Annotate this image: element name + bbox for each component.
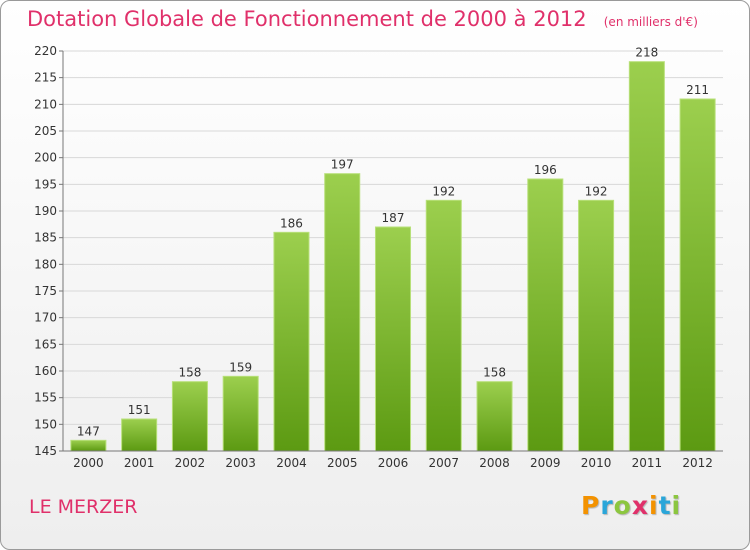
data-label-2007: 192 [432,184,455,198]
bar-2012 [679,98,716,452]
bar-2009 [527,178,564,452]
data-label-2006: 187 [382,211,405,225]
y-tick-label: 195 [34,177,57,191]
x-tick-label: 2010 [581,456,612,470]
data-label-2002: 158 [178,366,201,380]
bar-2002 [171,381,208,452]
x-tick-label: 2003 [225,456,256,470]
bar-2000 [70,439,107,452]
data-label-2008: 158 [483,366,506,380]
bar-2007 [425,199,462,452]
data-label-2010: 192 [585,184,608,198]
y-tick-label: 190 [34,204,57,218]
y-tick-label: 180 [34,257,57,271]
chart-title: Dotation Globale de Fonctionnement de 20… [27,7,587,31]
x-tick-label: 2009 [530,456,561,470]
y-tick-label: 220 [34,44,57,58]
title-row: Dotation Globale de Fonctionnement de 20… [27,7,698,31]
x-tick-label: 2012 [682,456,713,470]
x-tick-label: 2011 [632,456,663,470]
data-label-2012: 211 [686,83,709,97]
data-label-2001: 151 [128,403,151,417]
bar-2010 [578,199,615,452]
label-layer: 147 2000 151 2001 158 2002 159 2003 186 2004 197 20… [73,46,713,470]
data-label-2000: 147 [77,424,100,438]
y-tick-label: 215 [34,71,57,85]
y-tick-label: 155 [34,391,57,405]
y-tick-label: 200 [34,151,57,165]
bar-2001 [121,418,158,452]
data-label-2005: 197 [331,158,354,172]
y-tick-label: 185 [34,231,57,245]
bar-2006 [374,226,412,452]
bar-2005 [324,173,361,452]
y-tick-label: 175 [34,284,57,298]
x-tick-label: 2005 [327,456,358,470]
logo-letter: o [613,491,632,520]
bar-2003 [222,375,259,452]
y-tick-label: 160 [34,364,57,378]
data-label-2003: 159 [229,360,252,374]
logo-letter: t [658,491,672,520]
bar-2008 [476,381,513,452]
logo-letter: x [631,491,649,520]
data-label-2004: 186 [280,216,303,230]
bar-2011 [628,61,665,452]
y-tick-label: 210 [34,97,57,111]
x-tick-label: 2006 [378,456,409,470]
logo-letter: i [671,491,682,520]
logo-letter: r [600,491,614,520]
axis-layer: 145 150 155 160 165 170 175 180 185 190 195 200 205 2… [34,44,723,458]
y-tick-label: 170 [34,311,57,325]
logo-letter: i [649,491,659,520]
proxiti-logo: Proxiti [581,491,681,520]
x-tick-label: 2001 [124,456,155,470]
y-tick-label: 205 [34,124,57,138]
x-tick-label: 2002 [175,456,206,470]
bar-2004 [273,231,310,452]
y-tick-label: 150 [34,417,57,431]
x-tick-label: 2007 [428,456,459,470]
chart-subtitle: (en milliers d'€) [603,15,698,29]
x-tick-label: 2008 [479,456,510,470]
x-tick-label: 2004 [276,456,307,470]
y-tick-label: 165 [34,337,57,351]
commune-name: LE MERZER [29,496,138,518]
data-label-2011: 218 [635,46,658,60]
x-tick-label: 2000 [73,456,104,470]
bar-layer [70,61,716,452]
y-tick-label: 145 [34,444,57,458]
logo-letter: P [581,491,601,520]
data-label-2009: 196 [534,163,557,177]
